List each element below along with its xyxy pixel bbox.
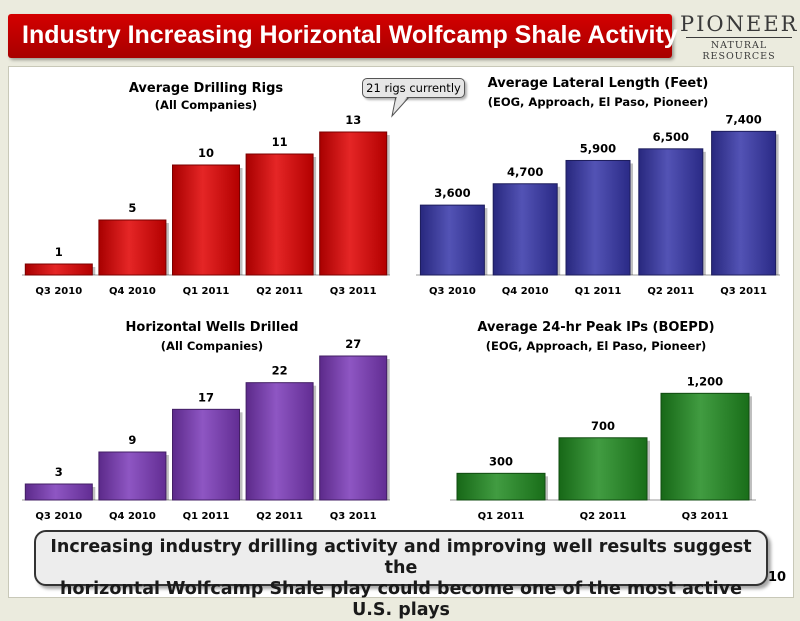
data-label: 1,200	[687, 374, 723, 388]
tick-label: Q4 2010	[502, 286, 549, 297]
title-bar: Industry Increasing Horizontal Wolfcamp …	[8, 14, 678, 58]
bar	[492, 183, 558, 276]
chart-subtitle: (All Companies)	[161, 339, 263, 353]
tick-label: Q1 2011	[183, 511, 230, 522]
bar	[24, 483, 93, 501]
callout-box: 21 rigs currently	[362, 78, 465, 98]
data-label: 300	[489, 454, 513, 468]
chart-3: Horizontal Wells Drilled (All Companies) 3…	[22, 320, 390, 522]
chart-2: Average Lateral Length (Feet) (EOG, Appro…	[416, 76, 780, 297]
chart-subtitle: (EOG, Approach, El Paso, Pioneer)	[488, 95, 709, 109]
callout-pointer-cover	[395, 95, 409, 110]
tick-label: Q3 2011	[330, 511, 377, 522]
tick-label: Q2 2011	[256, 286, 303, 297]
data-label: 17	[198, 390, 214, 404]
logo-main-text: PIONEER	[680, 12, 799, 36]
data-label: 1	[55, 245, 63, 259]
tick-label: Q3 2011	[720, 286, 767, 297]
callout-text: 21 rigs currently	[366, 81, 461, 95]
bar	[419, 204, 485, 276]
chart-title: Average Lateral Length (Feet)	[488, 76, 709, 91]
summary-line-1: Increasing industry drilling activity an…	[50, 537, 752, 578]
charts-canvas: Average Drilling Rigs (All Companies) 1 Q3 …	[22, 76, 780, 522]
data-label: 7,400	[725, 112, 761, 126]
data-label: 5,900	[580, 141, 616, 155]
data-label: 10	[198, 146, 214, 160]
tick-label: Q3 2011	[330, 286, 377, 297]
data-label: 700	[591, 419, 615, 433]
tick-label: Q3 2011	[682, 511, 729, 522]
data-label: 22	[272, 364, 288, 378]
data-label: 9	[128, 433, 136, 447]
tick-label: Q3 2010	[429, 286, 476, 297]
bar	[319, 355, 388, 501]
summary-text: Increasing industry drilling activity an…	[40, 537, 762, 621]
bar	[98, 451, 167, 501]
data-label: 6,500	[653, 130, 689, 144]
logo-sub-text: NATURAL RESOURCES	[686, 37, 792, 62]
bar	[638, 148, 704, 276]
bar	[558, 437, 648, 501]
bar	[98, 219, 167, 276]
tick-label: Q2 2011	[580, 511, 627, 522]
slide-title: Industry Increasing Horizontal Wolfcamp …	[22, 21, 678, 49]
bar	[565, 159, 631, 276]
data-label: 4,700	[507, 165, 543, 179]
tick-label: Q3 2010	[35, 511, 82, 522]
page-number: 10	[768, 570, 787, 585]
data-label: 3	[55, 465, 63, 479]
data-label: 5	[128, 201, 136, 215]
bar	[245, 153, 314, 276]
bar	[319, 131, 388, 276]
bar	[172, 164, 240, 276]
bar	[456, 472, 546, 501]
chart-title: Average Drilling Rigs	[129, 81, 284, 96]
tick-label: Q4 2010	[109, 511, 156, 522]
chart-1: Average Drilling Rigs (All Companies) 1 Q3 …	[22, 81, 390, 297]
tick-label: Q1 2011	[478, 511, 525, 522]
slide: Industry Increasing Horizontal Wolfcamp …	[8, 12, 799, 620]
company-logo: PIONEER NATURAL RESOURCES	[680, 12, 799, 62]
chart-subtitle: (All Companies)	[155, 98, 257, 112]
bar	[24, 263, 93, 276]
data-label: 11	[272, 135, 288, 149]
rigs-callout: 21 rigs currently	[362, 78, 465, 118]
tick-label: Q1 2011	[575, 286, 622, 297]
chart-subtitle: (EOG, Approach, El Paso, Pioneer)	[486, 339, 707, 353]
bar	[711, 130, 777, 276]
chart-title: Horizontal Wells Drilled	[126, 320, 299, 335]
bar	[172, 408, 240, 501]
summary-box: Increasing industry drilling activity an…	[34, 530, 768, 620]
data-label: 3,600	[434, 186, 470, 200]
chart-4: Average 24-hr Peak IPs (BOEPD) (EOG, Appr…	[450, 320, 756, 522]
data-label: 27	[345, 337, 361, 351]
bar	[660, 392, 750, 501]
tick-label: Q1 2011	[183, 286, 230, 297]
data-label: 13	[345, 113, 361, 127]
bar	[245, 382, 314, 501]
tick-label: Q2 2011	[256, 511, 303, 522]
tick-label: Q4 2010	[109, 286, 156, 297]
chart-title: Average 24-hr Peak IPs (BOEPD)	[477, 320, 714, 335]
tick-label: Q3 2010	[35, 286, 82, 297]
tick-label: Q2 2011	[647, 286, 694, 297]
